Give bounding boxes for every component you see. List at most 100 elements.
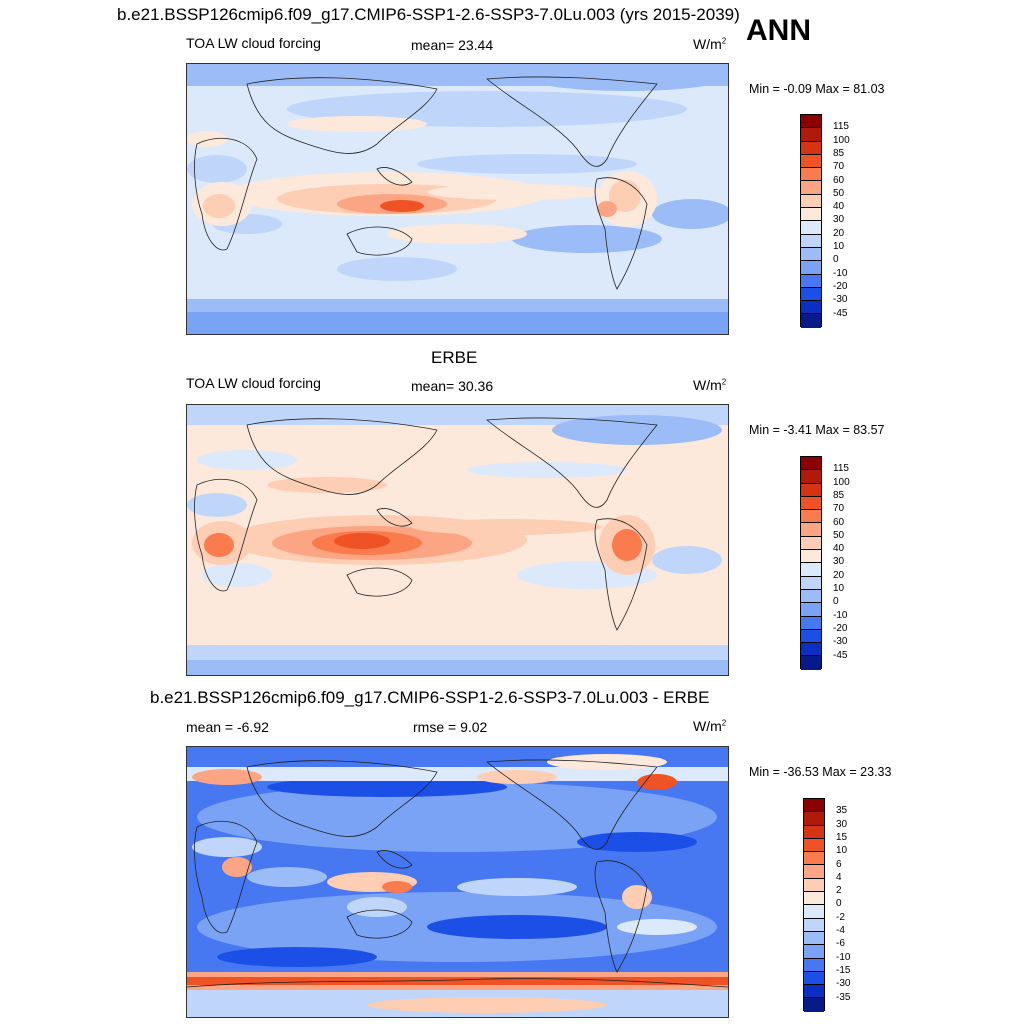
- colorbar-swatch: [801, 115, 821, 129]
- colorbar-tick-label: -30: [833, 636, 848, 648]
- colorbar-swatch: [801, 261, 821, 275]
- colorbar-swatch: [801, 274, 821, 288]
- colorbar-tick-label: -30: [833, 294, 848, 306]
- panel1-variable-label: TOA LW cloud forcing: [186, 35, 321, 51]
- colorbar-swatch: [801, 550, 821, 564]
- colorbar-swatches: [803, 798, 825, 1012]
- colorbar-tick-label: -30: [836, 978, 851, 990]
- colorbar-swatch: [801, 496, 821, 511]
- colorbar-tick-label: 100: [833, 134, 850, 146]
- colorbar-tick-label: -6: [836, 938, 845, 950]
- colorbar-swatch: [801, 301, 821, 315]
- colorbar-swatch: [801, 234, 821, 248]
- colorbar-swatch: [804, 838, 824, 853]
- colorbar-swatch: [801, 470, 821, 484]
- colorbar-swatch: [801, 589, 821, 604]
- colorbar-tick-label: 30: [833, 556, 845, 568]
- colorbar-swatch: [804, 812, 824, 826]
- colorbar-swatch: [801, 457, 821, 471]
- colorbar-swatch: [801, 643, 821, 657]
- colorbar-tick-label: 0: [833, 596, 839, 608]
- colorbar-swatch: [801, 287, 821, 302]
- colorbar-tick-label: 4: [836, 871, 842, 883]
- colorbar-tick-label: 70: [833, 503, 845, 515]
- colorbar-swatch: [801, 141, 821, 155]
- panel1-minmax: Min = -0.09 Max = 81.03: [749, 82, 885, 96]
- panel1-mean: mean= 23.44: [411, 37, 494, 53]
- panel3-minmax: Min = -36.53 Max = 23.33: [749, 765, 892, 779]
- colorbar-swatch: [804, 799, 824, 813]
- colorbar-swatch: [801, 563, 821, 577]
- colorbar-tick-label: 70: [833, 161, 845, 173]
- colorbar-tick-label: 0: [836, 898, 842, 910]
- colorbar-swatches: [800, 456, 822, 670]
- colorbar-tick-label: 50: [833, 187, 845, 199]
- colorbar-swatch: [804, 852, 824, 866]
- panel1-map: [186, 63, 729, 335]
- colorbar-swatch: [801, 181, 821, 195]
- colorbar-tick-label: 10: [833, 583, 845, 594]
- colorbar-tick-label: 10: [833, 241, 845, 252]
- colorbar-tick-label: -35: [836, 991, 851, 1003]
- colorbar-tick-label: -20: [833, 622, 848, 634]
- colorbar-tick-label: 2: [836, 885, 842, 897]
- colorbar-swatch: [801, 576, 821, 590]
- panel3-map: [186, 746, 729, 1018]
- colorbar-tick-label: -10: [836, 951, 851, 963]
- colorbar-swatch: [804, 971, 824, 986]
- colorbar-swatch: [801, 536, 821, 551]
- colorbar-tick-label: 15: [836, 831, 848, 843]
- season-label: ANN: [746, 14, 811, 47]
- figure-title: b.e21.BSSP126cmip6.f09_g17.CMIP6-SSP1-2.…: [117, 5, 740, 24]
- colorbar-tick-label: 60: [833, 516, 845, 528]
- colorbar-tick-label: -15: [836, 964, 851, 976]
- colorbar-tick-label: 35: [836, 805, 848, 817]
- colorbar-tick-label: 10: [836, 845, 848, 857]
- colorbar-swatch: [801, 523, 821, 537]
- colorbar-swatch: [804, 918, 824, 932]
- colorbar-tick-label: -4: [836, 925, 845, 936]
- colorbar-swatch: [801, 247, 821, 262]
- colorbar-tick-label: -45: [833, 307, 848, 319]
- colorbar-swatch: [801, 656, 821, 670]
- colorbar-swatch: [801, 629, 821, 644]
- panel2-map: [186, 404, 729, 676]
- colorbar-swatch: [801, 221, 821, 235]
- colorbar-swatch: [801, 194, 821, 209]
- colorbar-swatch: [801, 616, 821, 630]
- colorbar-swatch: [804, 878, 824, 893]
- colorbar-swatch: [804, 865, 824, 879]
- colorbar-tick-label: 6: [836, 858, 842, 870]
- panel2-mean: mean= 30.36: [411, 378, 494, 394]
- colorbar-swatch: [804, 931, 824, 946]
- colorbar-tick-label: 40: [833, 543, 845, 555]
- colorbar-tick-label: 0: [833, 254, 839, 266]
- panel3-title: b.e21.BSSP126cmip6.f09_g17.CMIP6-SSP1-2.…: [150, 688, 710, 707]
- colorbar-tick-label: 60: [833, 174, 845, 186]
- colorbar-tick-label: 20: [833, 227, 845, 239]
- colorbar-tick-label: 85: [833, 147, 845, 159]
- colorbar-tick-label: -45: [833, 649, 848, 661]
- colorbar-swatch: [801, 208, 821, 222]
- colorbar-swatch: [804, 945, 824, 959]
- colorbar-swatch: [804, 905, 824, 919]
- colorbar-tick-label: -20: [833, 280, 848, 292]
- colorbar-swatch: [804, 825, 824, 839]
- colorbar-swatch: [801, 314, 821, 328]
- colorbar-swatch: [801, 510, 821, 524]
- colorbar-tick-label: 115: [833, 463, 849, 475]
- colorbar-tick-label: -10: [833, 609, 848, 621]
- panel3-mean: mean = -6.92: [186, 719, 269, 735]
- colorbar-swatches: [800, 114, 822, 328]
- colorbar-swatch: [801, 483, 821, 497]
- colorbar-swatch: [804, 985, 824, 999]
- colorbar-swatch: [801, 128, 821, 142]
- colorbar-tick-label: 40: [833, 201, 845, 213]
- colorbar-tick-label: 30: [836, 818, 848, 830]
- colorbar-tick-label: 30: [833, 214, 845, 226]
- colorbar-tick-label: 50: [833, 529, 845, 541]
- colorbar-swatch: [804, 998, 824, 1012]
- panel3-rmse: rmse = 9.02: [413, 719, 488, 735]
- colorbar-swatch: [804, 892, 824, 906]
- panel2-title: ERBE: [431, 348, 478, 367]
